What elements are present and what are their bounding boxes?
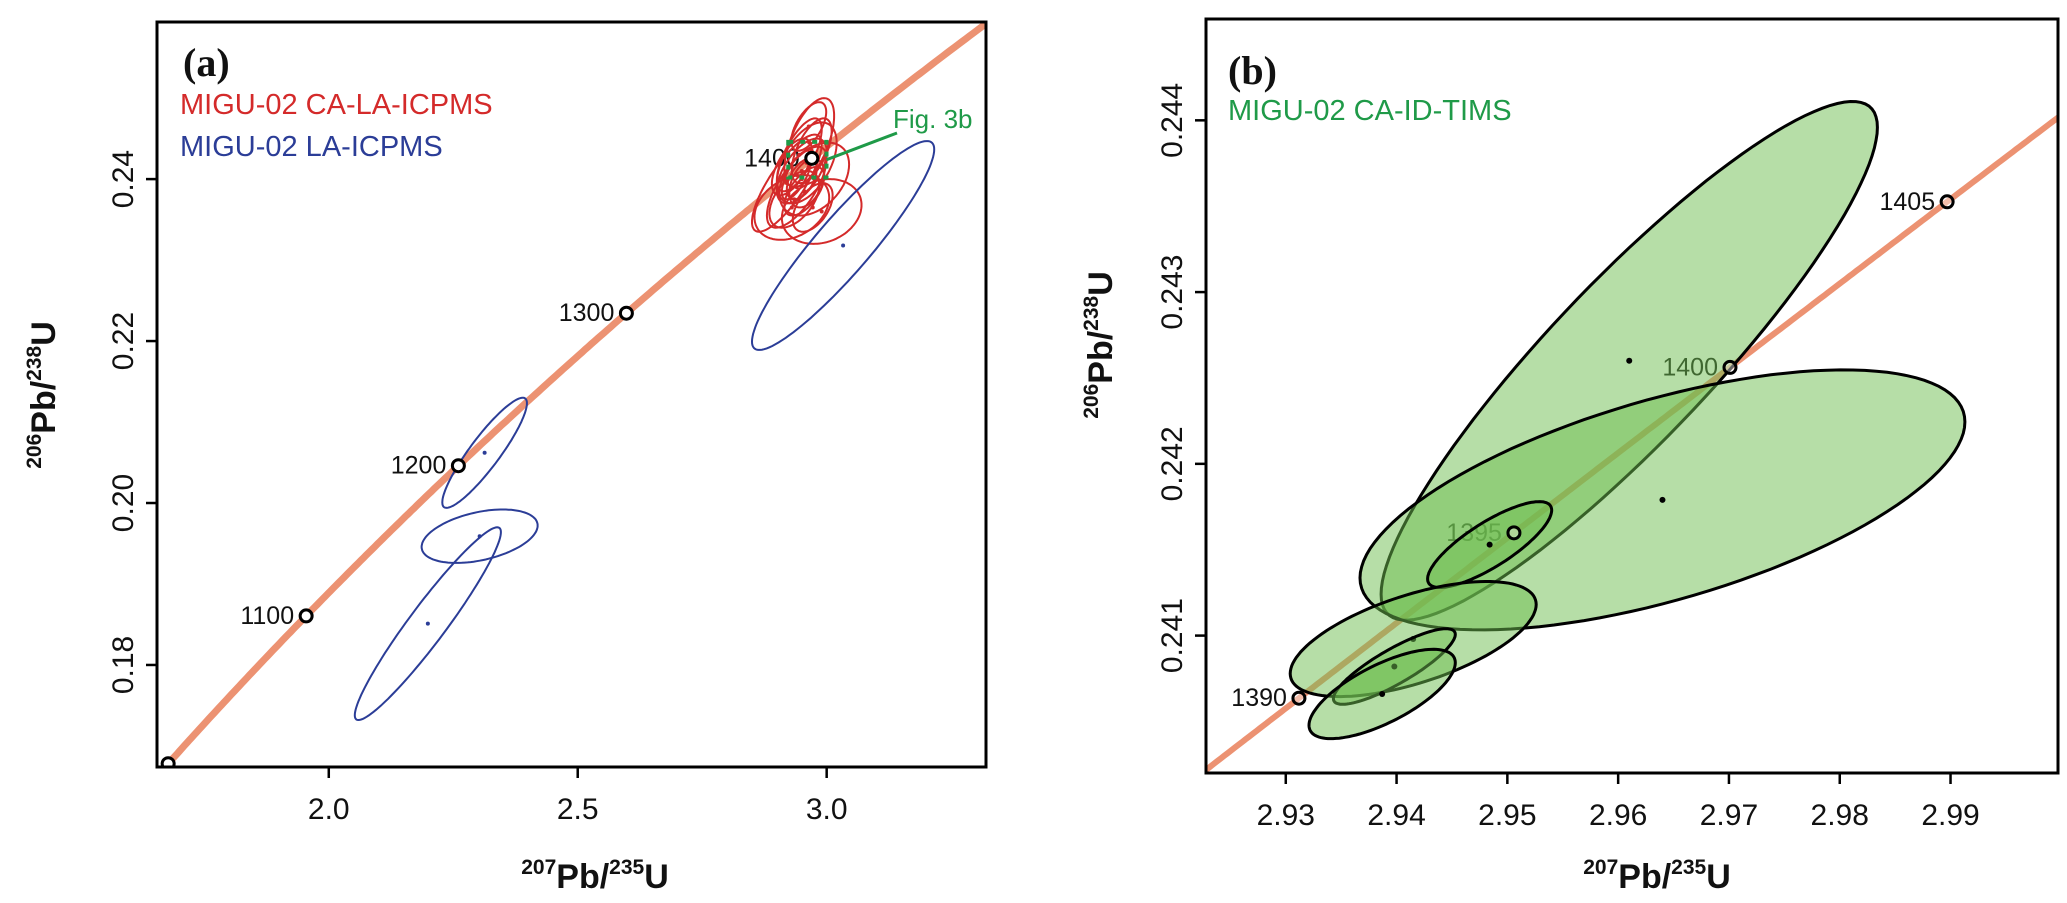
error-ellipse xyxy=(780,149,813,201)
x-tick-label: 2.0 xyxy=(308,793,350,826)
concordia-age-marker xyxy=(618,305,634,321)
y-tick-label: 0.243 xyxy=(1156,255,1189,330)
ellipse-center-point xyxy=(1659,496,1666,503)
y-tick-label: 0.18 xyxy=(107,636,140,694)
error-ellipse xyxy=(353,526,502,722)
concordia-age-label: 1405 xyxy=(1880,188,1936,216)
ellipse-center-point xyxy=(794,173,799,178)
plot-frame-b xyxy=(1204,17,2060,775)
concordia-age-label: 1390 xyxy=(1231,684,1287,712)
concordia-age-marker xyxy=(160,756,176,767)
error-ellipse xyxy=(420,508,539,564)
legend-entry-ca-id-tims: MIGU-02 CA-ID-TIMS xyxy=(1228,95,1512,127)
panel-label-b: (b) xyxy=(1228,48,1277,93)
ellipse-center-point xyxy=(819,209,824,214)
error-ellipse xyxy=(783,97,836,189)
ellipse-center-point xyxy=(425,621,430,626)
plot-frame-a xyxy=(155,20,988,769)
error-ellipse xyxy=(750,140,936,351)
ellipse-center-point xyxy=(1626,357,1633,364)
error-ellipse xyxy=(783,166,826,217)
error-ellipse xyxy=(791,182,834,233)
x-axis-label-a: 207Pb/235U xyxy=(521,856,669,896)
x-tick-label: 2.5 xyxy=(557,793,599,826)
concordia-age-marker xyxy=(1722,359,1738,375)
concordia-age-label: 1100 xyxy=(240,602,294,630)
y-tick-label: 0.242 xyxy=(1156,426,1189,501)
ellipse-center-point xyxy=(806,124,811,129)
concordia-age-marker xyxy=(804,150,820,166)
y-tick-label: 0.22 xyxy=(107,312,140,370)
error-ellipse xyxy=(441,396,528,509)
concordia-age-label: 1200 xyxy=(391,452,447,480)
panel-label-a: (a) xyxy=(183,40,230,85)
x-tick-label: 2.98 xyxy=(1811,799,1869,832)
panel-b: 1390139514001405 2.932.942.952.962.972.9… xyxy=(1080,17,2060,896)
y-tick-label: 0.241 xyxy=(1156,598,1189,673)
concordia-age-marker xyxy=(1291,690,1307,706)
concordia-age-marker xyxy=(450,458,466,474)
plot-area-b: 1390139514001405 xyxy=(1206,99,2058,773)
y-tick-label: 0.20 xyxy=(107,474,140,532)
inset-box-label: Fig. 3b xyxy=(893,104,973,134)
concordia-age-marker xyxy=(1939,194,1955,210)
concordia-curve xyxy=(160,22,986,767)
inset-leader-line xyxy=(825,131,898,162)
axis-ticks-a: 2.0 2.5 3.0 0.18 0.20 0.22 0.24 xyxy=(107,150,848,826)
ellipse-center-point xyxy=(482,450,487,455)
ellipse-center-point xyxy=(1486,541,1493,548)
concordia-age-marker xyxy=(1506,525,1522,541)
y-axis-label-b: 206Pb/238U xyxy=(1080,271,1120,419)
x-tick-label: 2.97 xyxy=(1700,799,1758,832)
x-tick-label: 2.94 xyxy=(1367,799,1425,832)
legend-entry-ca-la-icpms: MIGU-02 CA-LA-ICPMS xyxy=(180,89,493,121)
x-axis-label-b: 207Pb/235U xyxy=(1583,856,1731,896)
ellipse-center-point xyxy=(810,205,815,210)
x-tick-label: 2.96 xyxy=(1589,799,1647,832)
legend-entry-la-icpms: MIGU-02 LA-ICPMS xyxy=(180,131,443,163)
ellipse-center-point xyxy=(1379,690,1386,697)
y-tick-label: 0.244 xyxy=(1156,83,1189,158)
x-tick-label: 2.99 xyxy=(1921,799,1979,832)
ellipse-center-point xyxy=(804,181,809,186)
concordia-age-marker xyxy=(298,608,314,624)
y-axis-label-a: 206Pb/238U xyxy=(23,321,63,469)
ellipse-center-point xyxy=(841,243,846,248)
axis-ticks-b: 2.93 2.94 2.95 2.96 2.97 2.98 2.99 0.241 0.242 0.… xyxy=(1156,83,1980,832)
x-tick-label: 2.93 xyxy=(1257,799,1315,832)
x-tick-label: 3.0 xyxy=(806,793,848,826)
y-tick-label: 0.24 xyxy=(107,150,140,208)
concordia-age-label: 1300 xyxy=(559,299,615,327)
x-tick-label: 2.95 xyxy=(1478,799,1536,832)
